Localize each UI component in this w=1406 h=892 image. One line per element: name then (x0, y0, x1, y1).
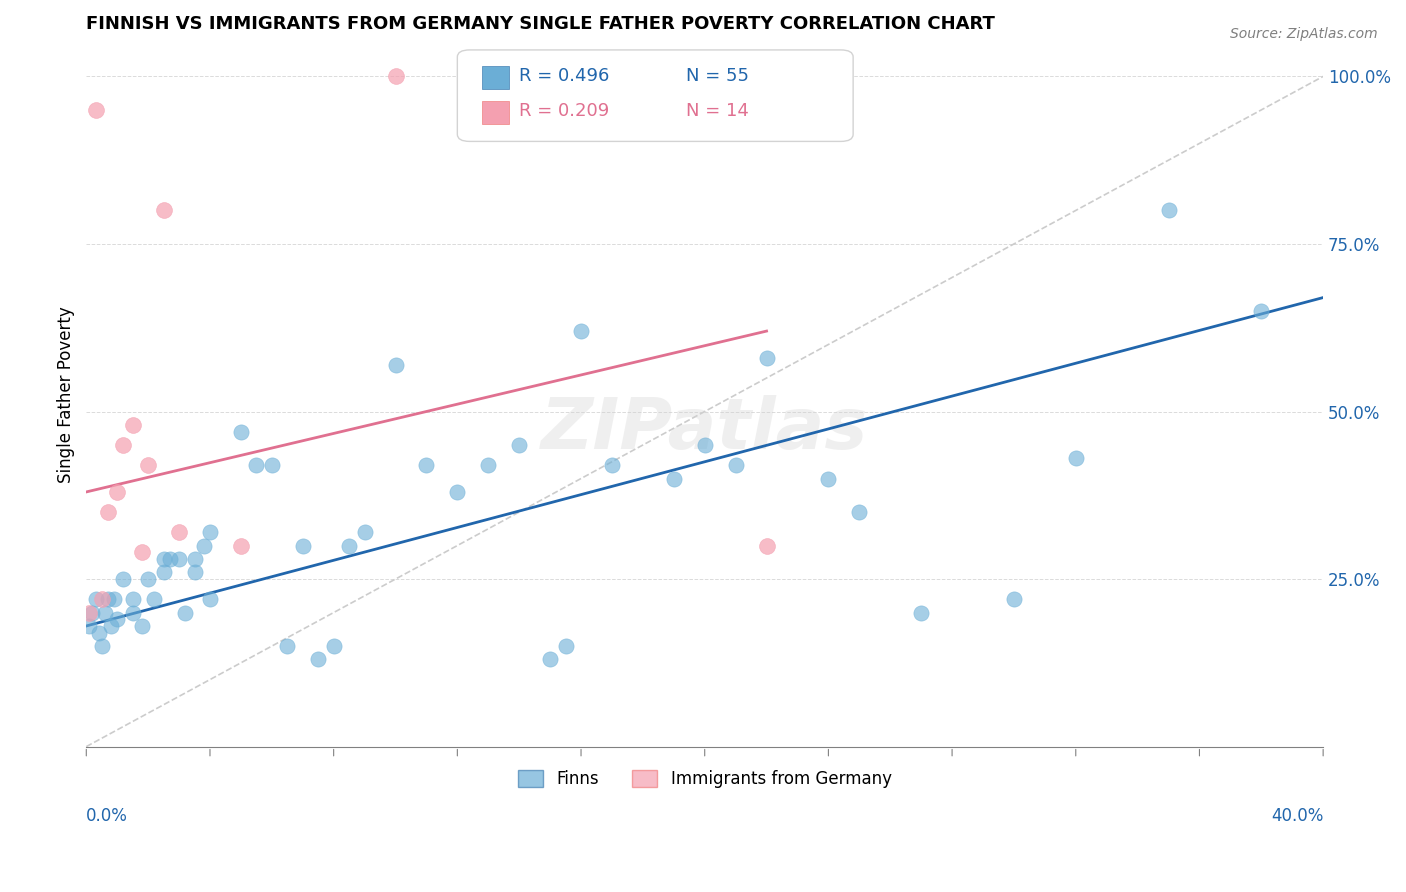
Point (193, 539, 215, 553)
Point (229, 539, 252, 553)
Point (384, 70, 406, 84)
Point (183, 552, 205, 566)
Point (87, 625, 110, 640)
Point (121, 606, 143, 620)
Point (100, 619, 122, 633)
Point (159, 552, 181, 566)
Point (477, 458, 499, 472)
Point (105, 484, 128, 499)
Point (229, 425, 252, 439)
Point (1157, 203, 1180, 218)
Point (131, 619, 153, 633)
Point (136, 572, 159, 586)
Point (121, 417, 143, 432)
Point (97, 592, 120, 607)
Point (97, 505, 120, 519)
Point (569, 324, 592, 338)
FancyBboxPatch shape (482, 102, 509, 124)
Point (84, 103, 107, 117)
Point (1002, 592, 1025, 607)
Point (79, 606, 101, 620)
Text: N = 55: N = 55 (686, 67, 749, 85)
Text: 40.0%: 40.0% (1271, 807, 1323, 825)
Point (538, 652, 561, 666)
Text: ZIPatlas: ZIPatlas (541, 395, 869, 465)
Point (183, 566, 205, 580)
Point (121, 592, 143, 607)
Point (245, 458, 267, 472)
Point (693, 438, 716, 452)
Point (82, 606, 104, 620)
Text: R = 0.496: R = 0.496 (519, 67, 610, 85)
Point (152, 203, 174, 218)
Point (415, 458, 437, 472)
Point (1250, 304, 1272, 318)
Point (103, 592, 125, 607)
Point (337, 539, 360, 553)
Point (662, 471, 685, 485)
Point (94, 606, 117, 620)
Text: FINNISH VS IMMIGRANTS FROM GERMANY SINGLE FATHER POVERTY CORRELATION CHART: FINNISH VS IMMIGRANTS FROM GERMANY SINGL… (86, 15, 995, 33)
Point (291, 539, 314, 553)
Point (755, 539, 778, 553)
Point (167, 525, 190, 540)
FancyBboxPatch shape (482, 66, 509, 88)
Point (446, 484, 468, 499)
Point (136, 458, 159, 472)
Point (167, 552, 190, 566)
Point (90, 592, 112, 607)
Point (307, 652, 329, 666)
Legend: Finns, Immigrants from Germany: Finns, Immigrants from Germany (512, 763, 898, 795)
Point (152, 566, 174, 580)
Point (508, 438, 530, 452)
Point (198, 525, 221, 540)
Point (353, 525, 375, 540)
Point (198, 592, 221, 607)
Y-axis label: Single Father Poverty: Single Father Poverty (58, 306, 75, 483)
Text: Source: ZipAtlas.com: Source: ZipAtlas.com (1230, 27, 1378, 41)
Point (112, 438, 135, 452)
Point (260, 458, 283, 472)
Point (322, 639, 344, 653)
Point (600, 458, 623, 472)
Point (848, 505, 870, 519)
Point (1064, 451, 1087, 466)
Point (152, 552, 174, 566)
Point (910, 606, 932, 620)
Point (90, 639, 112, 653)
Point (112, 572, 135, 586)
Point (143, 592, 166, 607)
Text: R = 0.209: R = 0.209 (519, 103, 609, 120)
Point (105, 612, 128, 626)
Text: N = 14: N = 14 (686, 103, 749, 120)
Point (554, 639, 576, 653)
Point (817, 471, 839, 485)
Point (384, 358, 406, 372)
Point (174, 606, 197, 620)
Point (276, 639, 298, 653)
Point (755, 351, 778, 365)
FancyBboxPatch shape (457, 50, 853, 142)
Point (131, 545, 153, 559)
Point (79, 619, 101, 633)
Text: 0.0%: 0.0% (86, 807, 128, 825)
Point (724, 458, 747, 472)
Point (84, 592, 107, 607)
